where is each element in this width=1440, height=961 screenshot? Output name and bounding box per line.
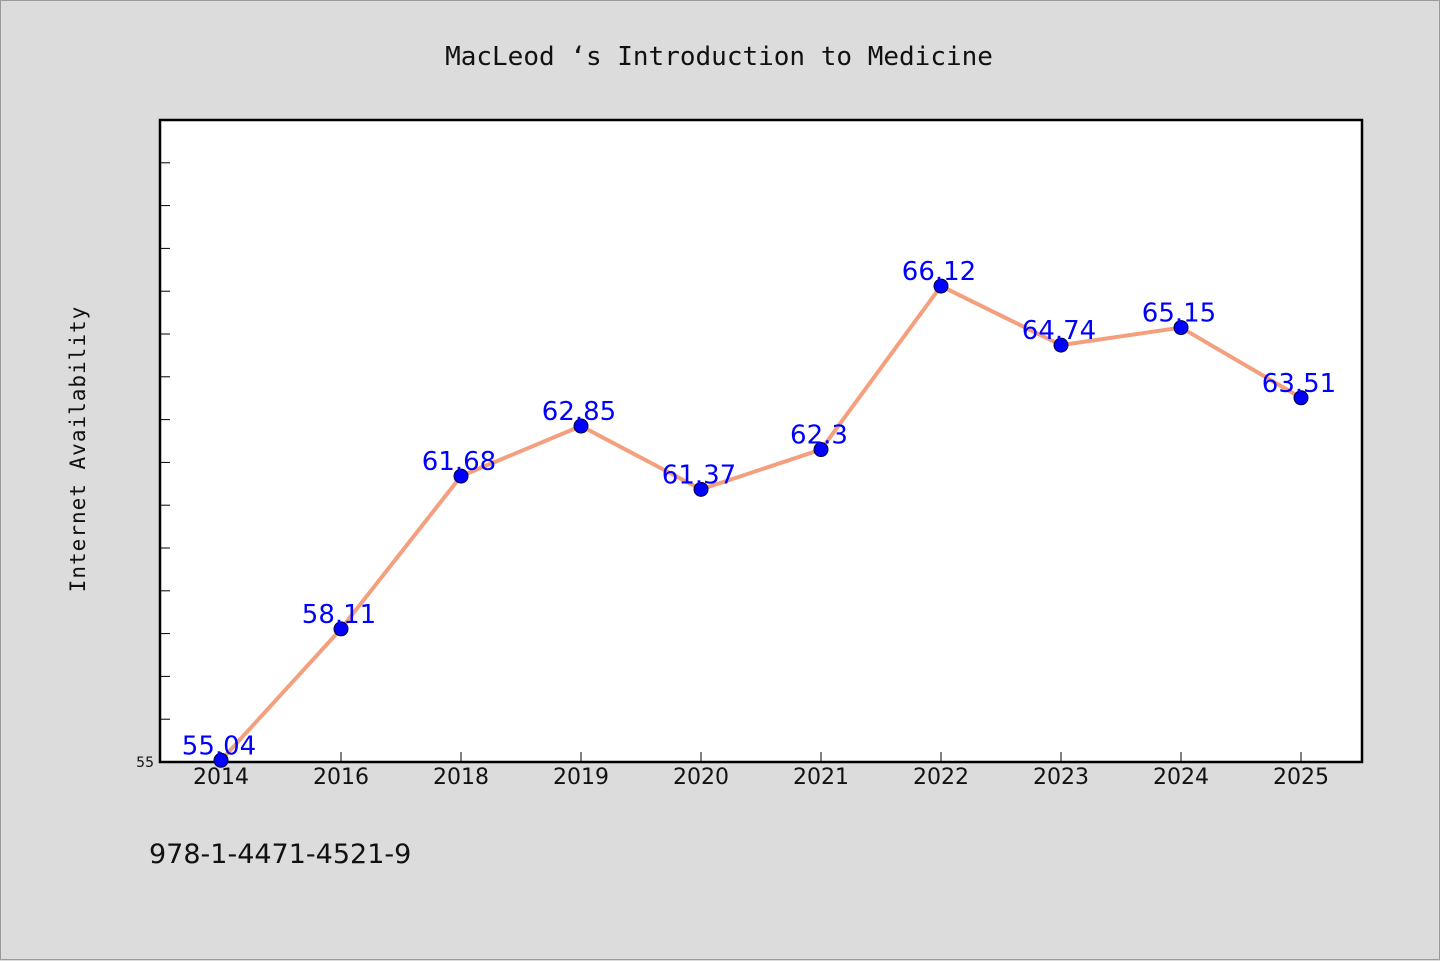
y-tick-label: 55	[136, 755, 154, 771]
data-label: 61.37	[662, 460, 736, 490]
x-tick-label: 2016	[313, 765, 369, 790]
x-tick-label: 2019	[553, 765, 609, 790]
y-axis-label: Internet Availability	[66, 306, 90, 593]
chart-title: MacLeod ‘s Introduction to Medicine	[445, 42, 993, 72]
series-layer	[213, 278, 1309, 768]
x-tick-label: 2021	[793, 765, 849, 790]
data-labels: 55.04 58.11 61.68 62.85 61.37 62.3 66.12 64.74 6…	[182, 257, 1336, 761]
x-tick-label: 2020	[673, 765, 729, 790]
data-point	[813, 442, 829, 458]
data-label: 58.11	[302, 600, 376, 630]
y-axis-ticks: 55	[136, 119, 170, 771]
plot-area	[158, 118, 1364, 764]
data-point	[1293, 390, 1309, 406]
data-label: 55.04	[182, 731, 256, 761]
isbn-footer: 978-1-4471-4521-9	[149, 839, 411, 870]
series-line	[219, 284, 1303, 762]
data-label: 61.68	[422, 447, 496, 477]
x-tick-label: 2023	[1033, 765, 1089, 790]
data-point	[573, 418, 589, 434]
x-tick-label: 2018	[433, 765, 489, 790]
data-label: 65.15	[1142, 299, 1216, 329]
x-axis-ticks: 2014 2016 2018 2019 2020 2021 2022 2023 2024 2025	[193, 752, 1329, 790]
x-tick-label: 2022	[913, 765, 969, 790]
data-label: 62.3	[790, 421, 848, 451]
data-point	[213, 752, 229, 768]
data-point	[693, 481, 709, 497]
data-label: 66.12	[902, 257, 976, 287]
x-tick-label: 2025	[1273, 765, 1329, 790]
data-point	[1053, 337, 1069, 353]
data-label: 62.85	[542, 397, 616, 427]
data-point	[333, 621, 349, 637]
data-point	[1173, 320, 1189, 336]
data-label: 64.74	[1022, 316, 1096, 346]
data-point	[453, 468, 469, 484]
data-label: 63.51	[1262, 369, 1336, 399]
data-point	[933, 278, 949, 294]
x-tick-label: 2024	[1153, 765, 1209, 790]
x-tick-label: 2014	[193, 765, 249, 790]
